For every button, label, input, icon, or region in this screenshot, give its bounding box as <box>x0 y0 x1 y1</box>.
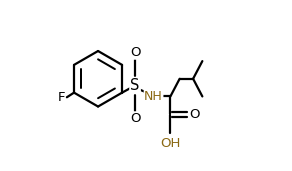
Text: O: O <box>130 46 140 59</box>
Text: O: O <box>130 112 140 125</box>
Text: OH: OH <box>160 137 180 150</box>
Text: O: O <box>190 108 200 121</box>
Text: S: S <box>131 78 140 93</box>
Text: NH: NH <box>144 90 163 103</box>
Text: F: F <box>58 91 65 104</box>
